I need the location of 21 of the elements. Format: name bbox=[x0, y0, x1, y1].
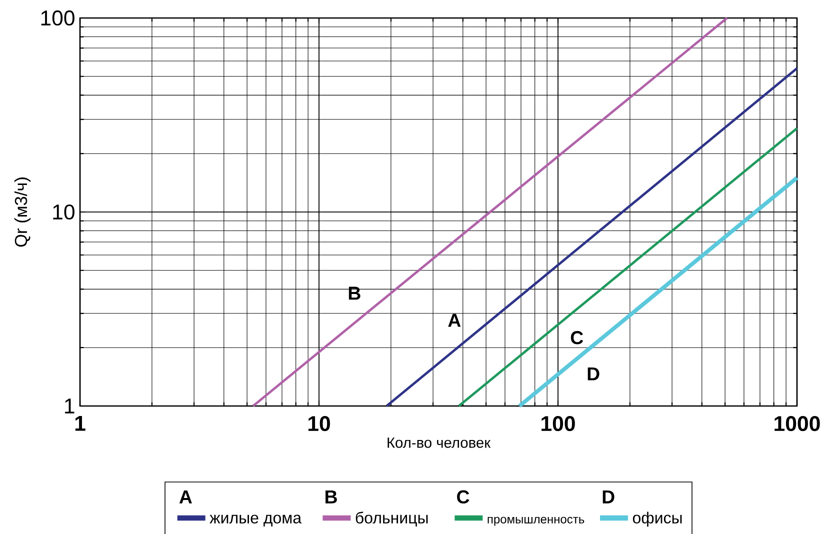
legend-label: офисы bbox=[632, 512, 682, 527]
legend-label: больницы bbox=[356, 512, 428, 526]
annotation: A bbox=[448, 314, 461, 327]
annotation: D bbox=[588, 367, 600, 380]
text: D bbox=[602, 490, 614, 504]
text: B bbox=[326, 490, 337, 504]
legend-label: промышленность bbox=[488, 516, 584, 526]
y-tick-label: 1 bbox=[65, 398, 74, 414]
y-tick-label: 10 bbox=[53, 204, 74, 220]
text: C bbox=[457, 490, 470, 504]
legend-label: жилые дома bbox=[210, 514, 302, 526]
y-axis-title: Qr (м3/ч) bbox=[14, 178, 31, 247]
x-tick-label: 1 bbox=[75, 416, 86, 431]
annotation: B bbox=[348, 286, 360, 300]
x-tick-label: 100 bbox=[542, 416, 575, 432]
y-tick-label: 100 bbox=[41, 10, 74, 26]
x-tick-label: 10 bbox=[308, 416, 330, 432]
x-axis-title: Кол-во человек bbox=[388, 438, 491, 448]
text: A bbox=[179, 490, 192, 504]
x-tick-label: 1000 bbox=[774, 416, 820, 432]
annotation: C bbox=[570, 331, 584, 344]
